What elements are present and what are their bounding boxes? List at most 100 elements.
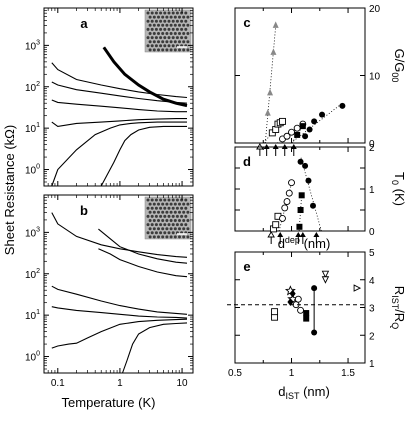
xtick-label: 0.5	[228, 368, 242, 379]
inset-dot	[178, 48, 181, 52]
inset-dot	[148, 40, 152, 44]
onset-arrow	[272, 144, 279, 156]
inset-dot	[173, 48, 177, 52]
marker-square-filled	[296, 223, 303, 230]
onset-arrow	[263, 144, 270, 156]
series-e-5	[303, 310, 310, 322]
inset-dot	[163, 198, 167, 202]
inset-dot	[165, 219, 169, 222]
marker-circle-filled	[311, 285, 318, 292]
x-axis-label-d: ddep (nm)	[278, 235, 331, 251]
inset-dot	[148, 15, 152, 19]
inset-dot	[173, 202, 177, 206]
inset-dot	[182, 40, 186, 44]
inset-dot	[157, 219, 160, 222]
marker-circle-filled	[305, 177, 312, 184]
marker-square-filled	[303, 310, 310, 317]
inset-dot	[150, 27, 154, 31]
inset-dot	[150, 36, 154, 40]
inset-dot	[173, 210, 177, 214]
arrow-head	[277, 232, 284, 237]
inset-dot	[154, 231, 158, 235]
series-d-3	[296, 192, 305, 232]
ytick-label: 10	[369, 72, 381, 83]
marker-circle-open	[283, 198, 291, 206]
inset-dot	[186, 40, 190, 44]
xtick-label: 10	[176, 378, 188, 389]
inset-dot	[146, 11, 150, 15]
inset-dot	[146, 214, 150, 218]
panel-letter-c: c	[243, 15, 250, 30]
ytick-label: 102	[25, 268, 40, 281]
inset-dot	[148, 202, 152, 206]
inset-dot	[186, 15, 190, 19]
marker-square-open	[271, 308, 279, 316]
series-e-6	[311, 285, 318, 336]
inset-dot	[154, 19, 158, 23]
inset-dot	[146, 223, 150, 227]
marker-triangle-filled-gray	[272, 21, 279, 28]
ytick-label: 102	[25, 81, 40, 94]
inset-dot	[186, 48, 190, 52]
panel-c: 0 10 20 c	[234, 4, 381, 156]
series-e-1	[271, 308, 279, 321]
inset-dot	[171, 44, 175, 48]
inset-dot	[159, 206, 163, 210]
marker-square-open	[279, 117, 286, 125]
inset-dot	[175, 223, 179, 227]
inset-dot	[182, 23, 186, 27]
series-c-4	[291, 123, 306, 144]
inset-dot	[175, 11, 179, 15]
inset-dot	[157, 202, 160, 206]
inset-dot	[173, 219, 177, 222]
panel-letter-a: a	[80, 16, 88, 31]
inset-dot	[186, 235, 190, 239]
marker-square-filled	[297, 207, 304, 213]
curve-a-6	[51, 121, 187, 187]
inset-dot	[169, 219, 173, 222]
inset-dot	[154, 198, 158, 202]
inset-dot	[171, 206, 175, 210]
inset-dot	[152, 23, 156, 27]
ytick-label: 20	[369, 4, 381, 15]
inset-dot	[152, 32, 156, 35]
inset-dot	[157, 32, 160, 35]
inset-dot	[146, 44, 150, 48]
inset-dot	[152, 210, 156, 214]
xtick-label: 1	[289, 368, 295, 379]
inset-dot	[167, 11, 171, 15]
inset-dot	[159, 19, 163, 23]
inset-dot	[178, 219, 181, 222]
inset-dot	[161, 210, 165, 214]
inset-dot	[165, 40, 169, 44]
inset-dot	[184, 27, 188, 31]
inset-dot	[184, 223, 188, 227]
inset-dot	[163, 44, 167, 48]
inset-dot	[152, 15, 156, 19]
inset-dot	[186, 227, 190, 231]
ytick-label: 1	[369, 359, 375, 370]
panel-a: 100 101 102 103 a	[25, 7, 194, 187]
inset-dot	[171, 198, 175, 202]
inset-dot	[146, 231, 150, 235]
inset-dot	[178, 15, 181, 19]
inset-dot	[175, 214, 179, 218]
inset-dot	[167, 214, 171, 218]
inset-dot	[182, 15, 186, 19]
series-d-2	[278, 179, 295, 232]
inset-dot	[157, 15, 160, 19]
marker-circle-filled	[302, 133, 309, 140]
inset-dot	[169, 210, 173, 214]
onset-arrow	[256, 143, 264, 156]
curve-b-6	[51, 318, 188, 349]
frame-b	[43, 194, 194, 374]
inset-dot	[175, 19, 179, 23]
ytick-label: 101	[25, 122, 40, 135]
series-d-1	[269, 212, 282, 233]
ytick-label: 2	[369, 143, 375, 154]
inset-dot	[165, 48, 169, 52]
inset-dot	[178, 235, 181, 239]
inset-dot	[148, 227, 152, 231]
inset-dot	[180, 223, 184, 227]
marker-triangle-right-open	[353, 284, 362, 292]
